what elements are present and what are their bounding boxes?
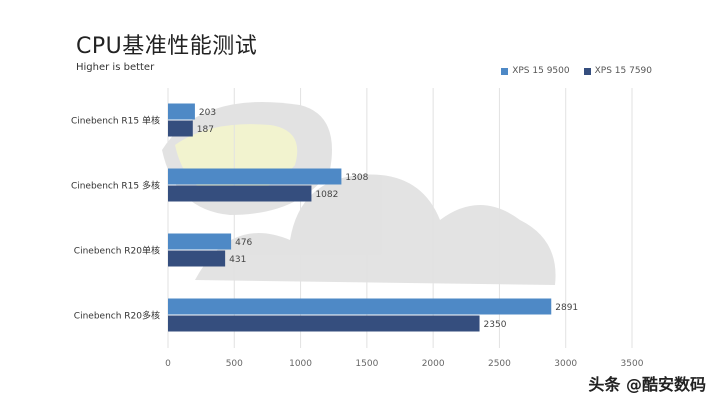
legend-item-series-2: XPS 15 7590 <box>583 66 652 76</box>
category-label: Cinebench R20单核 <box>74 245 160 257</box>
x-tick-label: 2500 <box>488 359 511 369</box>
chart-title: CPU基准性能测试 <box>76 34 258 59</box>
x-tick-label: 1000 <box>289 359 312 369</box>
watermark-logo <box>162 102 556 285</box>
bar-series-1 <box>168 103 195 120</box>
category-label: Cinebench R15 单核 <box>71 115 160 127</box>
data-label: 431 <box>229 255 246 265</box>
bar-series-1 <box>168 233 232 250</box>
data-label: 2891 <box>555 303 578 313</box>
chart-subtitle: Higher is better <box>76 62 155 73</box>
legend-swatch-series-1 <box>501 67 509 75</box>
x-tick-label: 500 <box>226 359 243 369</box>
bar-series-2 <box>168 185 312 202</box>
bar-series-1 <box>168 168 342 185</box>
data-label: 1308 <box>345 173 368 183</box>
legend-item-series-1: XPS 15 9500 <box>501 66 570 76</box>
data-label: 1082 <box>315 190 338 200</box>
data-label: 187 <box>197 125 214 135</box>
chart-legend: XPS 15 9500 XPS 15 7590 <box>501 66 652 76</box>
x-tick-label: 1500 <box>355 359 378 369</box>
category-label: Cinebench R15 多核 <box>71 180 160 192</box>
bars-group: 203 187 1308 1082 476 431 2891 2350 <box>168 103 578 332</box>
grid-lines <box>167 88 633 348</box>
x-tick-label: 2000 <box>422 359 445 369</box>
watermark-text: 头条 @酷安数码 <box>588 375 706 394</box>
legend-label-series-2: XPS 15 7590 <box>594 66 652 76</box>
category-labels: Cinebench R15 单核 Cinebench R15 多核 Cinebenc… <box>71 115 160 322</box>
bar-series-2 <box>168 315 480 332</box>
data-label: 203 <box>199 108 216 118</box>
bar-series-1 <box>168 298 552 315</box>
legend-label-series-1: XPS 15 9500 <box>512 66 570 76</box>
x-tick-labels: 0 500 1000 1500 2000 2500 3000 3500 <box>165 359 644 369</box>
bar-series-2 <box>168 250 226 267</box>
category-label: Cinebench R20多核 <box>74 310 160 322</box>
data-label: 2350 <box>484 320 507 330</box>
x-tick-label: 3000 <box>554 359 577 369</box>
data-label: 476 <box>235 238 252 248</box>
legend-swatch-series-2 <box>583 67 591 75</box>
x-tick-label: 0 <box>165 359 171 369</box>
bar-series-2 <box>168 120 193 137</box>
x-tick-label: 3500 <box>621 359 644 369</box>
